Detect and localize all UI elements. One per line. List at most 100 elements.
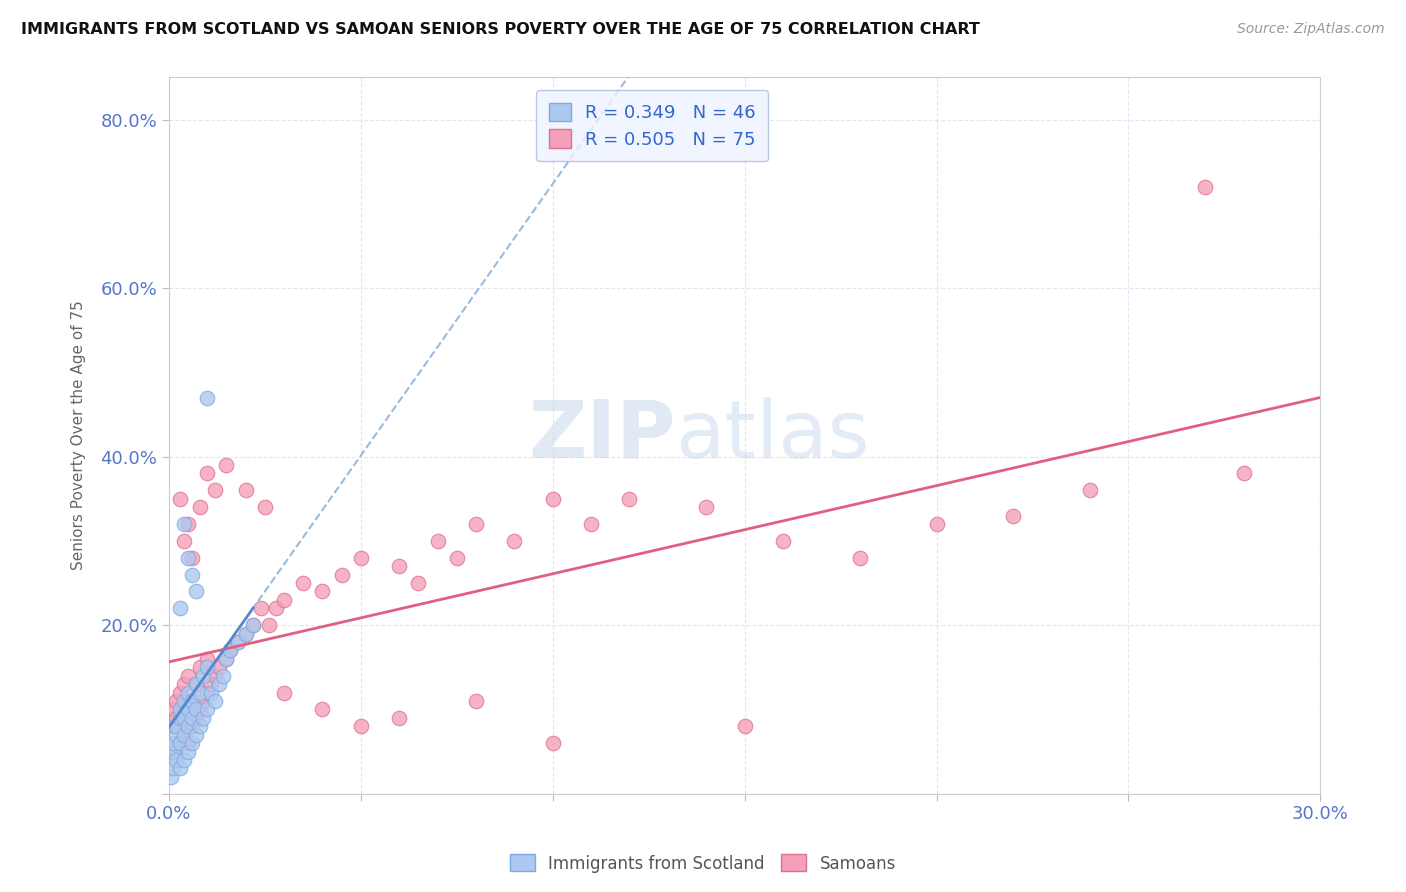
Point: [266, 601, 288, 615]
Point: [330, 567, 353, 582]
Point: [1078, 483, 1101, 498]
Point: [188, 719, 211, 733]
Point: [180, 550, 202, 565]
Point: [734, 719, 756, 733]
Point: [169, 736, 191, 750]
Point: [250, 601, 273, 615]
Point: [180, 694, 202, 708]
Point: [184, 677, 207, 691]
Point: [292, 576, 315, 591]
Point: [169, 719, 191, 733]
Point: [177, 669, 200, 683]
Point: [695, 500, 717, 515]
Point: [159, 770, 181, 784]
Point: [177, 719, 200, 733]
Point: [925, 516, 948, 531]
Point: [195, 685, 218, 699]
Point: [188, 660, 211, 674]
Point: [166, 728, 188, 742]
Point: [184, 711, 207, 725]
Point: [273, 685, 295, 699]
Legend: R = 0.349   N = 46, R = 0.505   N = 75: R = 0.349 N = 46, R = 0.505 N = 75: [537, 90, 769, 161]
Text: Source: ZipAtlas.com: Source: ZipAtlas.com: [1237, 22, 1385, 37]
Point: [173, 516, 195, 531]
Point: [173, 702, 195, 716]
Point: [195, 391, 218, 405]
Point: [193, 694, 215, 708]
Point: [211, 669, 233, 683]
Point: [1194, 180, 1216, 194]
Point: [350, 719, 373, 733]
Point: [169, 491, 191, 506]
Point: [350, 550, 373, 565]
Point: [215, 458, 238, 472]
Point: [242, 618, 264, 632]
Point: [464, 694, 486, 708]
Point: [195, 660, 218, 674]
Point: [173, 711, 195, 725]
Point: [180, 711, 202, 725]
Point: [177, 516, 200, 531]
Point: [173, 753, 195, 767]
Point: [388, 711, 411, 725]
Point: [169, 761, 191, 775]
Point: [162, 719, 184, 733]
Point: [173, 694, 195, 708]
Point: [180, 719, 202, 733]
Point: [162, 761, 184, 775]
Point: [162, 736, 184, 750]
Point: [215, 652, 238, 666]
Text: atlas: atlas: [675, 397, 870, 475]
Point: [311, 702, 333, 716]
Point: [195, 702, 218, 716]
Point: [188, 702, 211, 716]
Point: [219, 643, 242, 657]
Point: [173, 533, 195, 548]
Point: [408, 576, 430, 591]
Point: [200, 677, 222, 691]
Point: [204, 669, 226, 683]
Point: [173, 677, 195, 691]
Point: [162, 736, 184, 750]
Point: [169, 601, 191, 615]
Point: [180, 736, 202, 750]
Point: [235, 483, 257, 498]
Point: [253, 500, 276, 515]
Point: [184, 728, 207, 742]
Point: [162, 702, 184, 716]
Point: [173, 728, 195, 742]
Text: ZIP: ZIP: [529, 397, 675, 475]
Point: [166, 753, 188, 767]
Point: [772, 533, 794, 548]
Point: [426, 533, 449, 548]
Point: [226, 635, 249, 649]
Point: [188, 685, 211, 699]
Point: [311, 584, 333, 599]
Point: [193, 669, 215, 683]
Point: [242, 618, 264, 632]
Point: [200, 685, 222, 699]
Point: [188, 500, 211, 515]
Text: IMMIGRANTS FROM SCOTLAND VS SAMOAN SENIORS POVERTY OVER THE AGE OF 75 CORRELATIO: IMMIGRANTS FROM SCOTLAND VS SAMOAN SENIO…: [21, 22, 980, 37]
Point: [204, 694, 226, 708]
Point: [204, 483, 226, 498]
Point: [166, 711, 188, 725]
Point: [159, 745, 181, 759]
Point: [541, 491, 564, 506]
Point: [177, 550, 200, 565]
Point: [166, 694, 188, 708]
Point: [541, 736, 564, 750]
Point: [162, 745, 184, 759]
Legend: Immigrants from Scotland, Samoans: Immigrants from Scotland, Samoans: [503, 847, 903, 880]
Point: [177, 711, 200, 725]
Point: [848, 550, 870, 565]
Point: [166, 745, 188, 759]
Point: [193, 711, 215, 725]
Point: [169, 702, 191, 716]
Point: [219, 643, 242, 657]
Point: [273, 592, 295, 607]
Point: [169, 685, 191, 699]
Point: [446, 550, 468, 565]
Point: [169, 736, 191, 750]
Point: [177, 702, 200, 716]
